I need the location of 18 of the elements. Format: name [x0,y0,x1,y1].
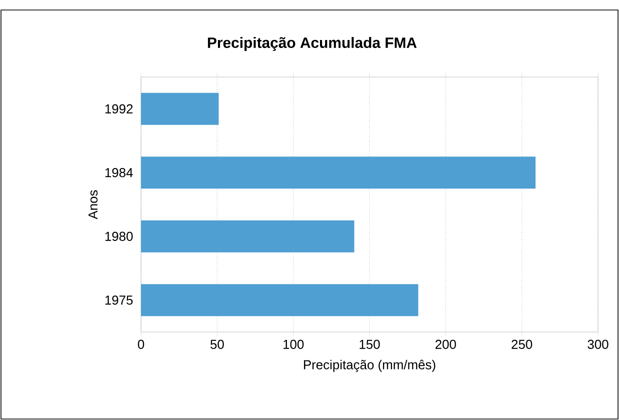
x-tick-label: 200 [436,340,456,349]
y-axis-title: Anos [88,190,98,220]
chart-title: Precipitação Acumulada FMA [208,37,417,51]
bar [141,156,536,189]
bar [141,284,418,316]
y-tick-label: 1980 [105,232,133,241]
y-tick-label: 1975 [105,296,133,305]
y-tick-label: 1984 [105,168,133,178]
x-tick-label: 250 [512,340,532,349]
x-tick-label: 150 [360,340,380,349]
x-axis-title: Precipitação (mm/mês) [304,360,436,372]
x-tick-label: 100 [284,340,304,349]
y-tick-label: 1992 [105,104,133,114]
x-tick-label: 300 [588,340,608,349]
bar [141,220,354,252]
x-tick-label: 0 [138,340,144,349]
bar [141,92,219,125]
x-tick-label: 50 [210,340,224,349]
